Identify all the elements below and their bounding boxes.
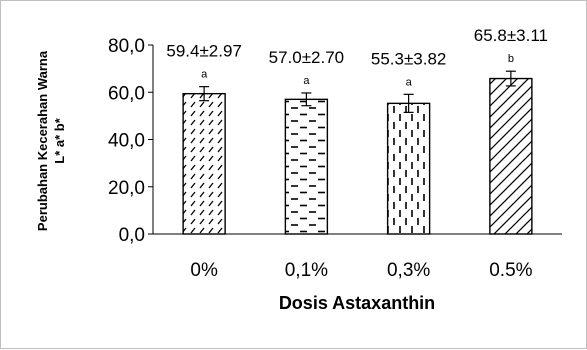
- data-label: 59.4±2.97: [166, 42, 242, 61]
- bar: [489, 77, 533, 235]
- data-label: 65.8±3.11: [474, 26, 548, 45]
- y-tick-label: 40,0: [108, 131, 145, 152]
- x-tick-label: 0,3%: [387, 260, 430, 281]
- data-label: 55.3±3.82: [371, 49, 447, 68]
- significance-letter: a: [201, 69, 208, 81]
- x-tick-label: 0%: [190, 260, 218, 281]
- y-tick-label: 0,0: [119, 225, 145, 246]
- x-tick-label: 0.5%: [489, 260, 532, 281]
- y-axis-title-line-2: L* a* b*: [52, 117, 67, 163]
- data-label: 57.0±2.70: [269, 48, 345, 67]
- y-axis-title-line-1: Perubahan Kecerahan Warna: [35, 50, 50, 231]
- y-tick-label: 60,0: [108, 83, 145, 104]
- bar: [284, 98, 329, 235]
- x-tick-label: 0,1%: [285, 260, 328, 281]
- y-tick-label: 20,0: [108, 178, 145, 199]
- bar: [386, 102, 431, 235]
- y-tick-label: 80,0: [108, 36, 145, 57]
- bar: [182, 92, 226, 235]
- significance-letter: a: [303, 75, 310, 87]
- x-axis-title: Dosis Astaxanthin: [279, 293, 435, 313]
- significance-letter: b: [508, 53, 514, 65]
- significance-letter: a: [406, 76, 413, 88]
- bars: a 59.4±2.97 0% a 57.0±2.70 0,1% a 55.3±3.82 0,3%…: [166, 26, 548, 281]
- y-ticks: 0,0 20,0 40,0 60,0 80,0: [108, 36, 153, 246]
- y-axis-title: Perubahan Kecerahan Warna L* a* b*: [35, 50, 67, 231]
